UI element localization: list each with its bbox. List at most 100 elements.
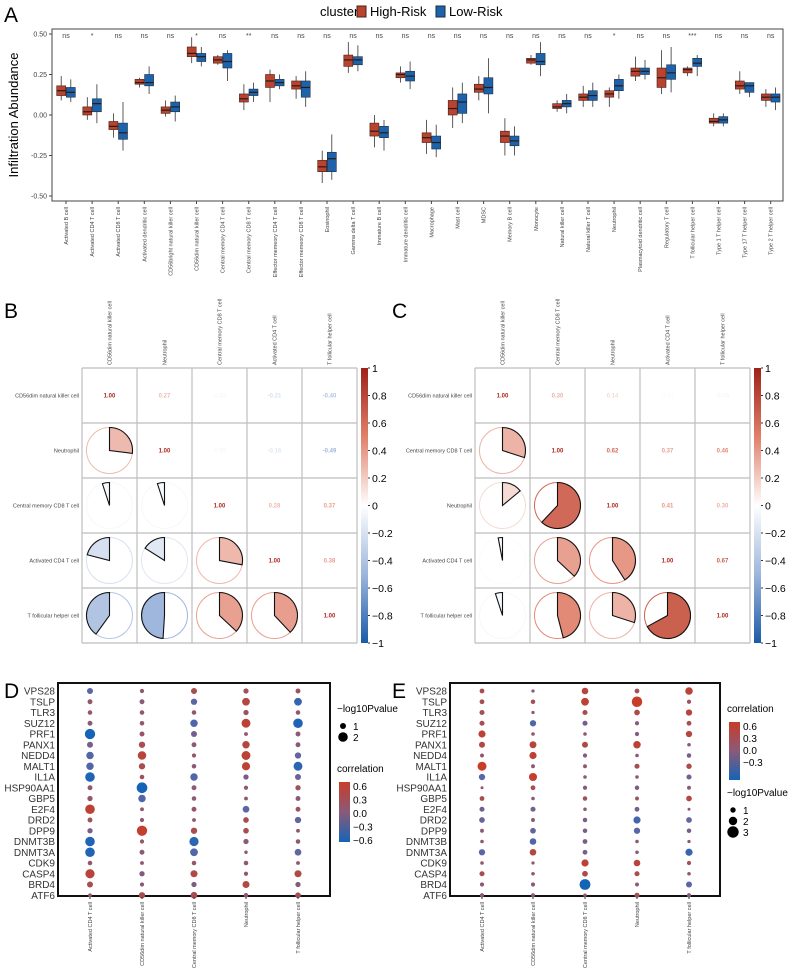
significance-label: ns [114, 33, 122, 40]
dot [530, 882, 536, 887]
gene-label: ATF6 [31, 891, 55, 902]
dot [140, 807, 144, 812]
colorbar-tick-label: 0.6 [765, 418, 780, 430]
correlation-value: -0.03 [661, 394, 675, 400]
color-legend-label: 0.0 [353, 809, 367, 820]
dot [87, 688, 93, 694]
dot [190, 698, 198, 705]
dot [686, 763, 692, 769]
colorbar [754, 368, 761, 643]
pie-wedge [86, 536, 111, 562]
dot [582, 849, 588, 855]
significance-label: ns [663, 33, 671, 40]
gene-label: DNMT3A [14, 848, 55, 859]
dot [294, 816, 302, 824]
pie-wedge [494, 591, 504, 616]
dot [531, 871, 535, 876]
row-label: CD56dim natural killer cell [408, 394, 472, 400]
dot [635, 775, 639, 779]
x-tick-label: Activated CD4 T cell [480, 902, 486, 952]
dot [529, 720, 537, 727]
dot [529, 741, 537, 749]
dot [139, 817, 145, 823]
dot [190, 891, 198, 899]
color-legend-title: correlation [337, 764, 384, 775]
dot [139, 688, 145, 694]
dot [244, 796, 248, 801]
column-label: Neutrophil [611, 340, 617, 365]
dot [294, 848, 302, 856]
significance-label: ** [246, 33, 252, 40]
y-tick-label: 0.25 [33, 72, 47, 79]
x-tick-label: Activated CD4 T cell [88, 902, 94, 952]
significance-label: ns [741, 33, 749, 40]
dot [241, 718, 251, 728]
gene-label: PANX1 [23, 740, 55, 751]
panel-d-dotplot: VPS28TSLPTLR3SUZ12PRF1PANX1NEDD4MALT1IL1… [4, 682, 398, 968]
dot [480, 786, 484, 790]
colorbar-tick-label: −0.8 [765, 611, 786, 623]
x-tick-label: Central memory CD8 T cell [583, 902, 589, 968]
significance-label: ns [271, 33, 279, 40]
dot [136, 825, 148, 836]
dot [295, 892, 301, 899]
dot [87, 795, 93, 802]
dot [530, 827, 536, 834]
gene-label: PRF1 [421, 730, 447, 741]
box-high [239, 93, 249, 103]
correlation-value: -0.05 [213, 394, 227, 400]
color-legend-label: −0.3 [353, 823, 373, 834]
dot [478, 849, 486, 856]
box-high [473, 83, 484, 93]
dot [480, 753, 484, 758]
x-tick-label: Activated CD4 T cell [90, 207, 96, 257]
dot [243, 774, 249, 780]
significance-label: ns [767, 33, 775, 40]
legend-label-high: High-Risk [370, 4, 427, 19]
gene-label: CDK9 [420, 859, 447, 870]
gene-label: SUZ12 [416, 719, 448, 730]
box-high [186, 46, 197, 57]
dot [479, 796, 485, 801]
color-legend-title: correlation [727, 704, 774, 715]
panel-e-dotplot: VPS28TSLPTLR3SUZ12PRF1PANX1NEDD4MALT1IL1… [396, 682, 788, 968]
size-legend-dot [340, 723, 346, 729]
color-legend-label: 0.3 [353, 796, 367, 807]
x-tick-label: Effector memeory CD4 T cell [273, 207, 279, 277]
dot [87, 881, 93, 888]
dot [87, 741, 93, 748]
dot [583, 893, 587, 898]
dot [530, 699, 536, 704]
correlation-value: -0.05 [213, 449, 227, 455]
x-tick-label: Activated B cell [64, 207, 70, 245]
box-low [118, 122, 128, 140]
dot [634, 721, 640, 726]
box-high [447, 100, 458, 116]
row-label: CD56dim natural killer cell [15, 394, 79, 400]
panel-label-d: D [4, 680, 19, 703]
y-tick-label: -0.50 [31, 194, 47, 201]
dot [295, 806, 301, 812]
dot [583, 764, 587, 769]
correlation-value: 0.14 [607, 394, 619, 400]
gene-label: TSLP [30, 697, 55, 708]
dot [687, 785, 691, 790]
gene-label: TLR3 [31, 708, 56, 719]
dot [294, 697, 302, 706]
dot [191, 763, 197, 769]
dot [242, 880, 250, 889]
dot [531, 689, 535, 693]
dot [294, 870, 302, 878]
color-legend-label: 0.6 [743, 722, 757, 733]
x-tick-label: Central memory CD4 T cell [221, 207, 227, 273]
dot [87, 785, 93, 791]
pie-wedge [501, 481, 521, 507]
dot [530, 806, 536, 812]
gene-label: E2F4 [423, 805, 447, 816]
gene-label: PRF1 [29, 730, 55, 741]
correlation-value: 0.41 [662, 504, 674, 510]
box-high [82, 106, 93, 116]
correlation-value: -0.40 [323, 394, 337, 400]
colorbar-tick-label: 0.2 [765, 473, 780, 485]
dot [582, 709, 588, 716]
